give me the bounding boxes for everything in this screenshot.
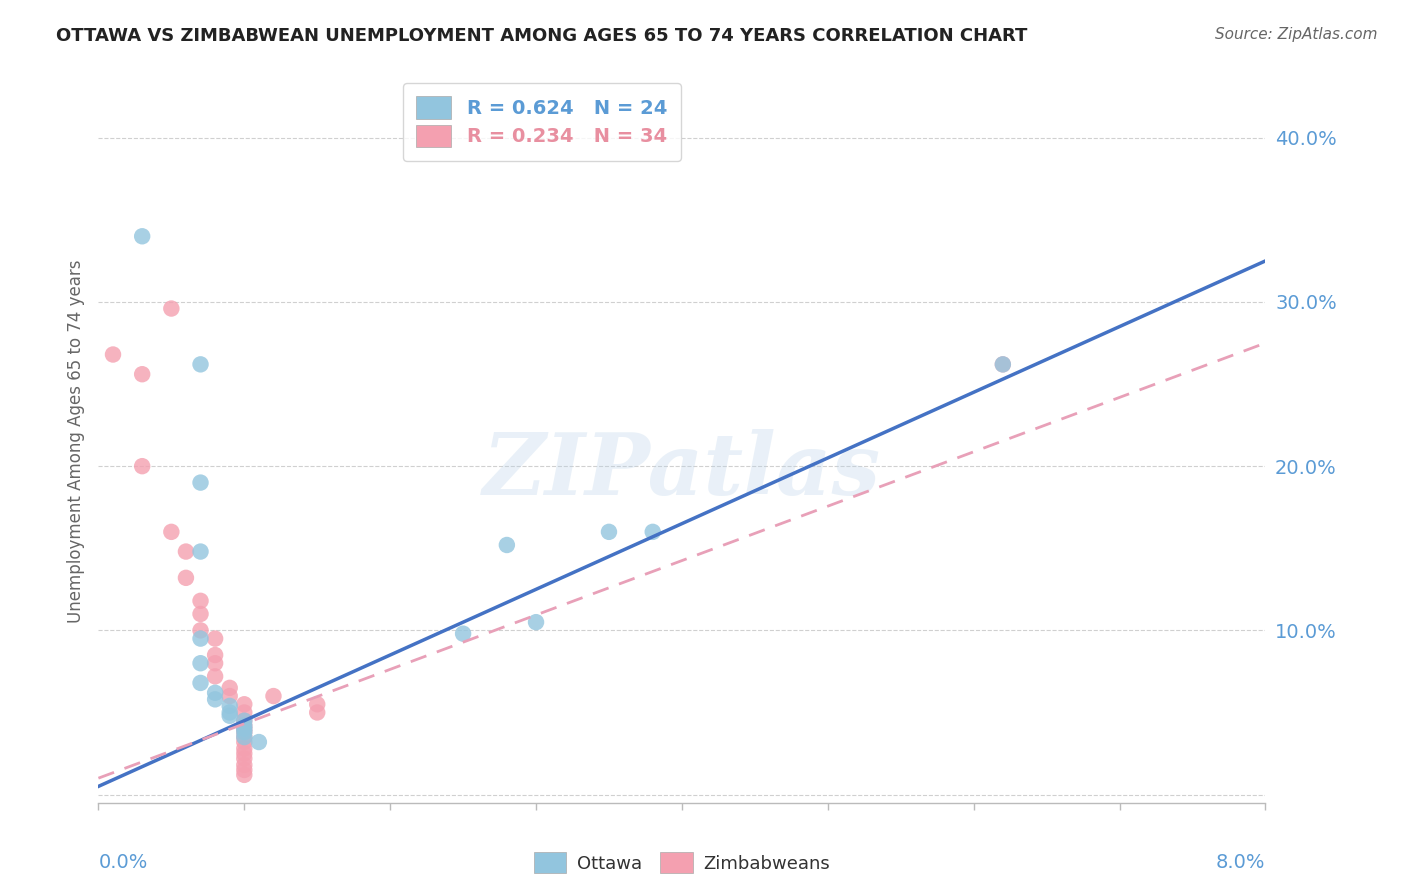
Point	[233, 698, 256, 712]
Point	[190, 357, 212, 371]
Point	[262, 689, 284, 703]
Point	[598, 524, 620, 539]
Point	[204, 657, 226, 671]
Point	[190, 676, 212, 690]
Point	[233, 768, 256, 782]
Point	[131, 368, 153, 382]
Text: Source: ZipAtlas.com: Source: ZipAtlas.com	[1215, 27, 1378, 42]
Point	[174, 571, 197, 585]
Point	[190, 624, 212, 638]
Point	[174, 544, 197, 558]
Point	[233, 763, 256, 777]
Point	[218, 708, 240, 723]
Point	[307, 706, 329, 720]
Text: OTTAWA VS ZIMBABWEAN UNEMPLOYMENT AMONG AGES 65 TO 74 YEARS CORRELATION CHART: OTTAWA VS ZIMBABWEAN UNEMPLOYMENT AMONG …	[56, 27, 1028, 45]
Point	[190, 544, 212, 558]
Point	[524, 615, 547, 630]
Legend: Ottawa, Zimbabweans: Ottawa, Zimbabweans	[526, 846, 838, 880]
Point	[233, 751, 256, 765]
Point	[496, 538, 519, 552]
Point	[233, 722, 256, 736]
Text: 0.0%: 0.0%	[98, 854, 148, 872]
Point	[451, 626, 474, 640]
Point	[101, 347, 124, 361]
Point	[218, 698, 240, 713]
Point	[247, 735, 270, 749]
Point	[218, 681, 240, 695]
Point	[991, 357, 1014, 371]
Point	[160, 301, 183, 316]
Point	[233, 730, 256, 744]
Point	[204, 692, 226, 706]
Point	[218, 706, 240, 720]
Point	[131, 459, 153, 474]
Point	[233, 730, 256, 744]
Point	[190, 632, 212, 646]
Point	[233, 706, 256, 720]
Point	[204, 669, 226, 683]
Point	[190, 607, 212, 621]
Text: ZIPatlas: ZIPatlas	[482, 429, 882, 512]
Point	[233, 718, 256, 732]
Y-axis label: Unemployment Among Ages 65 to 74 years: Unemployment Among Ages 65 to 74 years	[66, 260, 84, 624]
Point	[233, 725, 256, 739]
Point	[190, 657, 212, 671]
Point	[233, 735, 256, 749]
Point	[233, 714, 256, 728]
Point	[233, 718, 256, 732]
Point	[641, 524, 664, 539]
Point	[233, 741, 256, 756]
Point	[991, 357, 1014, 371]
Point	[233, 722, 256, 736]
Point	[307, 698, 329, 712]
Point	[233, 725, 256, 739]
Point	[190, 594, 212, 608]
Point	[204, 648, 226, 662]
Point	[233, 714, 256, 728]
Point	[204, 632, 226, 646]
Point	[233, 758, 256, 772]
Point	[160, 524, 183, 539]
Point	[204, 686, 226, 700]
Point	[190, 475, 212, 490]
Point	[218, 689, 240, 703]
Text: 8.0%: 8.0%	[1216, 854, 1265, 872]
Point	[233, 747, 256, 761]
Point	[131, 229, 153, 244]
